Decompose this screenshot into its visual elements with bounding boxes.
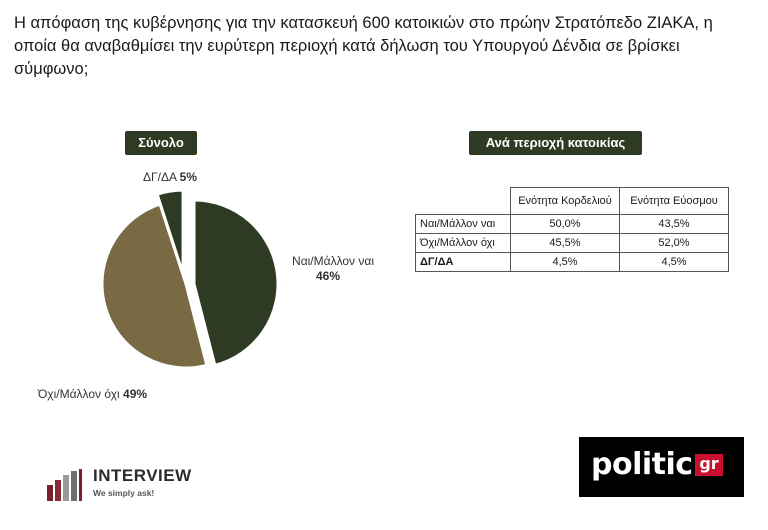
table-row-label: ΔΓ/ΔΑ <box>415 252 511 272</box>
table-row-label: Ναι/Μάλλον ναι <box>415 214 511 234</box>
region-panel-label: Ανά περιοχή κατοικίας <box>469 131 642 155</box>
table-col-header: Ενότητα Κορδελιού <box>510 187 620 215</box>
table-row: Όχι/Μάλλον όχι 45,5% 52,0% <box>415 233 729 253</box>
politic-name: politic <box>591 447 693 482</box>
pie-label-dk: ΔΓ/ΔΑ 5% <box>143 170 197 185</box>
pie-label-no: Όχι/Μάλλον όχι 49% <box>38 387 147 402</box>
table-cell: 43,5% <box>619 214 729 234</box>
table-row: ΔΓ/ΔΑ 4,5% 4,5% <box>415 252 729 272</box>
table-col-header: Ενότητα Εύοσμου <box>619 187 729 215</box>
pie-slice-no <box>100 202 209 370</box>
pie-label-no-name: Όχι/Μάλλον όχι <box>38 387 120 401</box>
pie-slice-dk <box>155 188 185 275</box>
politic-logo: politic gr <box>579 437 744 497</box>
pie-label-dk-pct: 5% <box>179 170 198 184</box>
region-table: Ενότητα Κορδελιού Ενότητα Εύοσμου Ναι/Μά… <box>415 187 729 272</box>
table-cell: 50,0% <box>510 214 620 234</box>
pie-slice-yes <box>192 198 280 368</box>
table-cell: 4,5% <box>510 252 620 272</box>
interview-bars-icon <box>47 469 82 501</box>
table-row: Ναι/Μάλλον ναι 50,0% 43,5% <box>415 214 729 234</box>
interview-tagline: We simply ask! <box>93 488 155 498</box>
pie-label-dk-name: ΔΓ/ΔΑ <box>143 170 177 184</box>
table-row-label: Όχι/Μάλλον όχι <box>415 233 511 253</box>
total-panel-label: Σύνολο <box>125 131 197 155</box>
table-cell: 52,0% <box>619 233 729 253</box>
pie-label-yes-pct: 46% <box>315 269 340 283</box>
interview-logo: INTERVIEW We simply ask! <box>45 466 215 506</box>
pie-label-yes-name: Ναι/Μάλλον ναι <box>292 254 374 268</box>
table-header-row: Ενότητα Κορδελιού Ενότητα Εύοσμου <box>415 187 729 215</box>
page-title: Η απόφαση της κυβέρνησης για την κατασκε… <box>14 14 713 78</box>
table-cell: 4,5% <box>619 252 729 272</box>
pie-label-no-pct: 49% <box>123 387 148 401</box>
pie-label-yes: Ναι/Μάλλον ναι 46% <box>280 254 374 284</box>
politic-suffix: gr <box>695 454 723 476</box>
table-corner <box>415 187 511 215</box>
table-cell: 45,5% <box>510 233 620 253</box>
interview-name: INTERVIEW <box>93 466 192 485</box>
